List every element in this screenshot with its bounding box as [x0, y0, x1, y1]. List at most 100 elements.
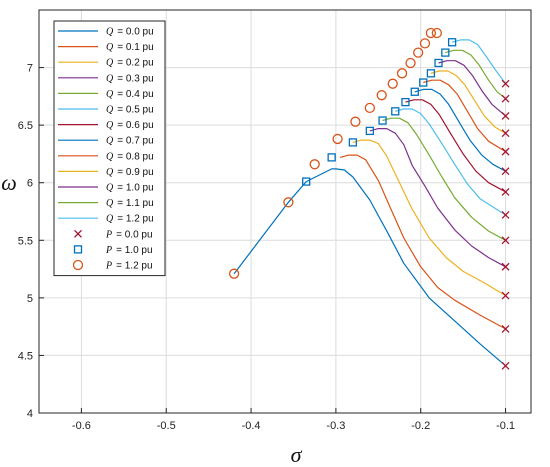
- legend-symbol: Q: [106, 27, 114, 38]
- legend-symbol: Q: [106, 73, 114, 84]
- legend-box: [53, 20, 166, 277]
- legend-label: Q = 1.2 pu: [106, 214, 154, 225]
- marker-circle: [228, 268, 240, 279]
- legend-symbol: Q: [106, 42, 114, 53]
- marker-circle: [332, 133, 343, 145]
- marker-square: [419, 78, 428, 87]
- series-line: [423, 79, 506, 153]
- legend-value: = 1.2 pu: [116, 261, 152, 272]
- legend-label: Q = 0.1 pu: [106, 42, 154, 53]
- marker-square: [426, 69, 436, 78]
- marker-square: [441, 48, 450, 57]
- marker-circle: [419, 38, 431, 49]
- tick-labels: -0.6 -0.5 -0.4 -0.3 -0.2 -0.1 4 4.5 5 5.5 6 6.5 7: [18, 63, 515, 432]
- marker-circle: [387, 78, 398, 89]
- legend-symbol: Q: [106, 120, 114, 131]
- legend-value: = 1.1 pu: [117, 198, 153, 209]
- x-tick-label: -0.5: [157, 420, 176, 432]
- y-axis-label: ω: [1, 170, 17, 195]
- legend-label: Q = 0.7 pu: [106, 136, 154, 147]
- legend-symbol: Q: [106, 58, 114, 69]
- marker-square: [327, 153, 336, 162]
- legend-label: P = 1.2 pu: [105, 261, 153, 272]
- series-line: [451, 39, 507, 85]
- legend-label: Q = 0.4 pu: [106, 89, 154, 100]
- legend-symbol: P: [105, 245, 112, 256]
- legend-label: Q = 0.9 pu: [106, 167, 154, 178]
- marker-circle: [431, 27, 442, 39]
- legend-symbol: Q: [106, 183, 114, 194]
- legend-symbol: Q: [106, 89, 114, 100]
- y-tick-label: 6: [27, 178, 33, 190]
- y-tick-label: 5.5: [18, 235, 33, 247]
- x-tick-label: -0.2: [411, 420, 430, 432]
- series-line: [445, 49, 506, 100]
- legend-label: Q = 0.5 pu: [106, 105, 154, 116]
- plot-frame: [38, 9, 532, 414]
- marker-square: [410, 87, 419, 96]
- x-axis-label: σ: [291, 442, 303, 467]
- legend-value: = 0.3 pu: [117, 73, 153, 84]
- marker-layer: [228, 27, 510, 370]
- marker-circle: [309, 159, 320, 170]
- marker-circle: [405, 57, 416, 69]
- series-line: [414, 88, 506, 172]
- x-tick-label: -0.4: [242, 420, 261, 432]
- series-line: [339, 154, 506, 330]
- series-line: [369, 128, 506, 268]
- marker-square: [401, 97, 410, 107]
- marker-x: [74, 229, 82, 238]
- y-tick-label: 6.5: [18, 120, 33, 132]
- legend-symbol: Q: [106, 105, 114, 116]
- y-tick-label: 4.5: [18, 350, 33, 362]
- marker-square: [391, 107, 400, 116]
- series-line: [382, 117, 506, 241]
- legend-label: Q = 1.1 pu: [106, 198, 154, 209]
- legend-symbol: Q: [106, 214, 114, 225]
- legend-value: = 1.0 pu: [117, 183, 153, 194]
- marker-circle: [350, 116, 361, 127]
- series-line: [430, 70, 506, 134]
- y-tick-label: 4: [27, 408, 33, 420]
- series-line: [395, 108, 506, 216]
- legend-label: Q = 0.8 pu: [106, 151, 154, 162]
- legend-value: = 0.2 pu: [117, 58, 153, 69]
- legend-value: = 0.1 pu: [117, 42, 153, 53]
- legend-value: = 0.6 pu: [117, 120, 153, 131]
- marker-x: [501, 236, 510, 245]
- legend-label: P = 1.0 pu: [105, 245, 153, 256]
- legend-value: = 0.9 pu: [117, 167, 153, 178]
- legend-value: = 0.8 pu: [117, 151, 153, 162]
- marker-x: [501, 361, 510, 370]
- legend-symbol: Q: [106, 167, 114, 178]
- legend-value: = 0.7 pu: [117, 136, 153, 147]
- marker-x: [501, 291, 510, 300]
- marker-x: [501, 111, 510, 120]
- x-tick-label: -0.6: [72, 420, 91, 432]
- legend-label: Q = 0.0 pu: [106, 27, 154, 38]
- marker-square: [73, 245, 83, 254]
- marker-x: [501, 167, 510, 176]
- marker-x: [501, 147, 510, 156]
- legend-value: = 0.0 pu: [116, 229, 152, 240]
- legend-value: = 1.0 pu: [116, 245, 152, 256]
- legend-symbol: Q: [106, 198, 114, 209]
- legend-value: = 0.4 pu: [117, 89, 153, 100]
- marker-square: [302, 177, 311, 186]
- marker-circle: [72, 259, 84, 271]
- legend-symbol: P: [105, 261, 112, 272]
- legend-value: = 0.5 pu: [117, 105, 153, 116]
- legend-value: = 0.0 pu: [117, 27, 153, 38]
- series-line: [438, 60, 506, 117]
- legend-symbol: Q: [106, 151, 114, 162]
- marker-x: [501, 79, 510, 88]
- marker-circle: [425, 27, 437, 39]
- marker-x: [501, 262, 510, 271]
- marker-circle: [283, 197, 294, 208]
- legend: Q = 0.0 puQ = 0.1 puQ = 0.2 puQ = 0.3 puQ = 0…: [53, 20, 166, 277]
- series-layer: [233, 39, 507, 367]
- marker-square: [434, 58, 443, 68]
- legend-label: Q = 0.3 pu: [106, 73, 154, 84]
- legend-label: Q = 0.6 pu: [106, 120, 154, 131]
